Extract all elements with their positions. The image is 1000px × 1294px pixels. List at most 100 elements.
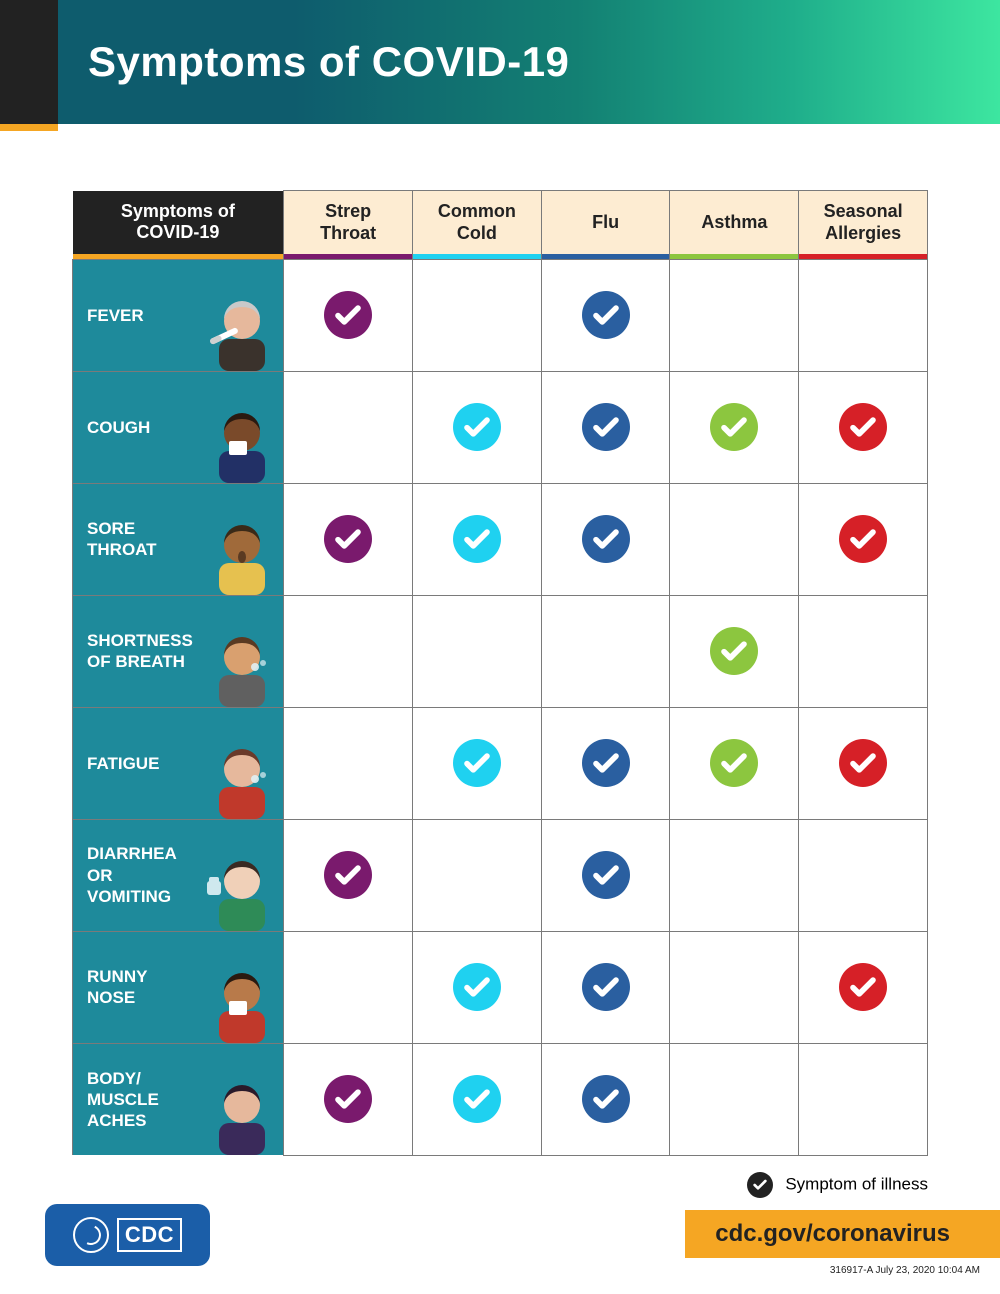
check-icon [839,739,887,787]
symptom-cough: COUGH [73,371,284,483]
url-bar: cdc.gov/coronavirus [685,1210,1000,1258]
check-icon [710,739,758,787]
cell [670,707,799,819]
cell [799,483,928,595]
cough-illustration [201,372,283,483]
cdc-logo: CDC [45,1204,210,1266]
cell [541,819,670,931]
cell [412,707,541,819]
cell [799,707,928,819]
symptom-breath: SHORTNESSOF BREATH [73,595,284,707]
check-icon [324,1075,372,1123]
symptom-fatigue: FATIGUE [73,707,284,819]
cdc-text: CDC [117,1218,182,1252]
cell [799,371,928,483]
symptoms-table: Symptoms ofCOVID-19StrepThroatCommonCold… [72,190,928,1156]
check-icon [453,739,501,787]
cell [284,259,413,371]
legend: Symptom of illness [0,1156,1000,1198]
check-icon [324,515,372,563]
cell [670,371,799,483]
cell [670,819,799,931]
cell [412,931,541,1043]
check-icon [582,963,630,1011]
check-icon [582,403,630,451]
table-header-strep-throat: StrepThroat [284,191,413,255]
table-header-common-cold: CommonCold [412,191,541,255]
symptom-fever: FEVER [73,259,284,371]
hhs-seal-icon [73,1217,109,1253]
cell [541,371,670,483]
check-icon [582,291,630,339]
header-black-block [0,0,58,124]
fatigue-illustration [201,708,283,819]
check-icon [839,963,887,1011]
cell [670,595,799,707]
cell [412,371,541,483]
check-icon [839,403,887,451]
document-id: 316917-A July 23, 2020 10:04 AM [830,1265,980,1276]
check-icon [453,963,501,1011]
table-header-flu: Flu [541,191,670,255]
table-header-seasonal-allergies: SeasonalAllergies [799,191,928,255]
cell [412,483,541,595]
cell [541,707,670,819]
legend-check-icon [747,1172,773,1198]
table-row: SHORTNESSOF BREATH [73,595,928,707]
cell [541,259,670,371]
table-header-symptoms: Symptoms ofCOVID-19 [73,191,284,255]
cell [541,595,670,707]
cell [670,1043,799,1155]
cell [670,259,799,371]
vomiting-illustration [201,820,283,931]
symptom-runny-nose: RUNNYNOSE [73,931,284,1043]
cell [799,595,928,707]
fever-illustration [201,260,283,371]
check-icon [453,403,501,451]
table-row: BODY/MUSCLEACHES [73,1043,928,1155]
check-icon [453,515,501,563]
table-row: DIARRHEAORVOMITING [73,819,928,931]
table-row: SORETHROAT [73,483,928,595]
table-row: RUNNYNOSE [73,931,928,1043]
table-row: FATIGUE [73,707,928,819]
cell [284,819,413,931]
cell [670,931,799,1043]
runny-nose-illustration [201,932,283,1043]
aches-illustration [201,1044,283,1156]
table-row: COUGH [73,371,928,483]
check-icon [582,851,630,899]
cell [284,931,413,1043]
page-title: Symptoms of COVID-19 [88,38,569,86]
header-accent-bar [0,124,58,131]
check-icon [710,403,758,451]
cell [799,819,928,931]
breath-illustration [201,596,283,707]
cell [799,1043,928,1155]
check-icon [582,515,630,563]
table-header-asthma: Asthma [670,191,799,255]
cell [284,371,413,483]
cell [799,259,928,371]
table-row: FEVER [73,259,928,371]
cell [541,931,670,1043]
symptom-sore-throat: SORETHROAT [73,483,284,595]
legend-label: Symptom of illness [785,1174,928,1193]
symptom-aches: BODY/MUSCLEACHES [73,1043,284,1155]
sore-throat-illustration [201,484,283,595]
check-icon [710,627,758,675]
cell [412,259,541,371]
footer: CDC cdc.gov/coronavirus 316917-A July 23… [0,1206,1000,1276]
symptom-vomiting: DIARRHEAORVOMITING [73,819,284,931]
check-icon [839,515,887,563]
cell [284,595,413,707]
cell [541,483,670,595]
content-area: Symptoms ofCOVID-19StrepThroatCommonCold… [0,150,1000,1156]
cell [284,707,413,819]
cell [412,595,541,707]
cell [670,483,799,595]
check-icon [324,851,372,899]
check-icon [582,1075,630,1123]
cell [412,1043,541,1155]
check-icon [324,291,372,339]
